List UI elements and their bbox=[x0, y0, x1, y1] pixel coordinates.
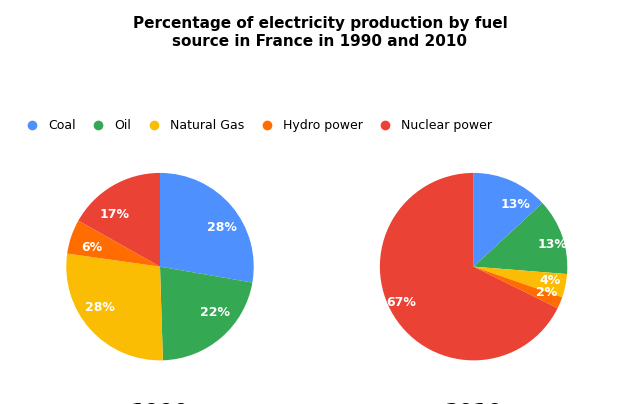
Text: 13%: 13% bbox=[500, 198, 531, 211]
Text: 17%: 17% bbox=[99, 208, 129, 221]
Wedge shape bbox=[474, 267, 567, 297]
Wedge shape bbox=[67, 221, 160, 267]
Wedge shape bbox=[474, 173, 543, 267]
Text: 28%: 28% bbox=[84, 301, 115, 314]
Text: 4%: 4% bbox=[540, 274, 561, 287]
Text: 2%: 2% bbox=[536, 286, 557, 299]
Text: 22%: 22% bbox=[200, 306, 230, 319]
Wedge shape bbox=[160, 267, 252, 360]
Wedge shape bbox=[67, 254, 163, 360]
Wedge shape bbox=[474, 267, 562, 308]
Text: Percentage of electricity production by fuel
source in France in 1990 and 2010: Percentage of electricity production by … bbox=[132, 16, 508, 48]
Text: 1990: 1990 bbox=[131, 402, 189, 404]
Legend: Coal, Oil, Natural Gas, Hydro power, Nuclear power: Coal, Oil, Natural Gas, Hydro power, Nuc… bbox=[19, 119, 492, 133]
Text: 67%: 67% bbox=[387, 296, 416, 309]
Wedge shape bbox=[78, 173, 160, 267]
Wedge shape bbox=[160, 173, 253, 282]
Text: 6%: 6% bbox=[81, 241, 102, 254]
Wedge shape bbox=[380, 173, 557, 360]
Wedge shape bbox=[474, 203, 567, 274]
Text: 13%: 13% bbox=[538, 238, 567, 251]
Text: 2010: 2010 bbox=[445, 402, 502, 404]
Text: 28%: 28% bbox=[207, 221, 236, 234]
